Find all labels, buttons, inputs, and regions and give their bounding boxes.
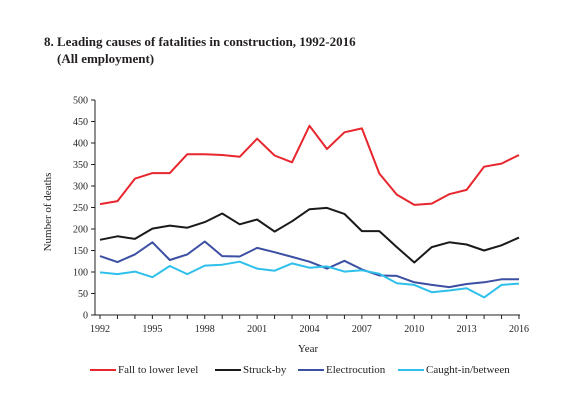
x-tick-label: 2007 [352, 324, 372, 335]
legend-label: Electrocution [326, 364, 386, 376]
legend-swatch [215, 369, 241, 371]
series-line-fall-to-lower-level [99, 124, 520, 206]
y-tick-label: 50 [78, 289, 88, 300]
legend-label: Fall to lower level [118, 364, 199, 376]
legend-label: Caught-in/between [426, 364, 510, 376]
x-tick-label: 2016 [509, 324, 529, 335]
legend-item-caught-in-between: Caught-in/between [398, 364, 510, 376]
x-tick-label: 2004 [300, 324, 320, 335]
y-axis-label: Number of deaths [42, 173, 54, 252]
y-tick-label: 450 [73, 117, 88, 128]
chart-subtitle: (All employment) [57, 51, 155, 66]
x-tick-label: 1998 [195, 324, 215, 335]
legend-label: Struck-by [243, 364, 287, 376]
chart-title-block: 8. Leading causes of fatalities in const… [44, 33, 356, 67]
y-tick-label: 500 [73, 96, 88, 107]
legend-swatch [90, 369, 116, 371]
series-line-electrocution [99, 240, 519, 289]
y-tick-label: 250 [73, 203, 88, 214]
x-tick-label: 1992 [90, 324, 110, 335]
y-tick-label: 100 [73, 268, 88, 279]
x-tick-label: 2013 [457, 324, 477, 335]
y-tick-label: 0 [83, 311, 88, 322]
legend-swatch [398, 369, 424, 371]
x-tick-label: 2001 [247, 324, 267, 335]
legend-swatch [298, 369, 324, 371]
y-tick-label: 350 [73, 160, 88, 171]
x-tick-label: 1995 [142, 324, 162, 335]
y-tick-label: 200 [73, 225, 88, 236]
legend-item-fall-to-lower-level: Fall to lower level [90, 364, 198, 376]
legend-item-struck-by: Struck-by [215, 364, 286, 376]
chart-title: 8. Leading causes of fatalities in const… [44, 34, 356, 49]
y-tick-label: 150 [73, 246, 88, 257]
axes: 0 50 100 150 200 250 300 350 400 450 500 1992 1995 19… [73, 96, 529, 336]
legend: Fall to lower level Struck-by Electrocutio… [0, 364, 569, 382]
y-tick-label: 400 [73, 139, 88, 150]
series-line-struck-by [99, 206, 520, 264]
series-line-caught-in-between [99, 260, 520, 299]
legend-item-electrocution: Electrocution [298, 364, 385, 376]
y-tick-label: 300 [73, 182, 88, 193]
x-axis-label: Year [298, 343, 319, 355]
x-tick-label: 2010 [404, 324, 424, 335]
series-lines [99, 124, 520, 299]
